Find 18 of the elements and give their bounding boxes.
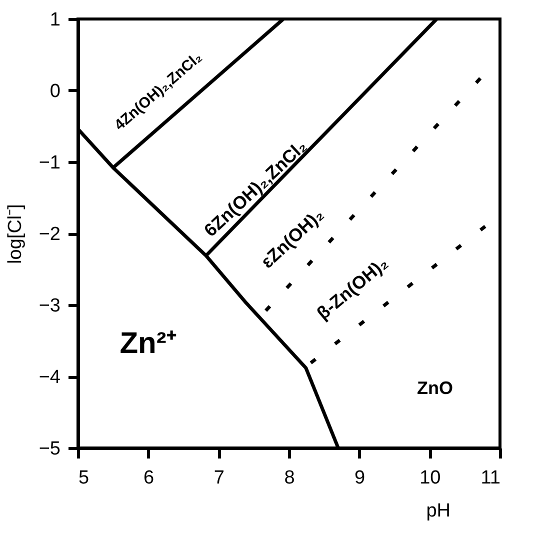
y-tick-label: −2 — [38, 224, 60, 245]
annotation: Zn²⁺ — [120, 327, 176, 360]
y-tick-label: 0 — [50, 81, 60, 102]
x-tick-label: 8 — [284, 468, 295, 488]
y-tick-label: 1 — [50, 10, 60, 30]
y-tick-label: −1 — [38, 152, 60, 174]
x-tick-label: 5 — [78, 468, 90, 488]
x-tick-label: 11 — [480, 468, 500, 488]
x-tick-label: 6 — [144, 468, 154, 488]
x-tick-label: 10 — [420, 468, 441, 488]
y-tick-label: −4 — [38, 367, 61, 388]
y-tick-label: −5 — [38, 438, 60, 460]
annotation: ZnO — [417, 378, 453, 398]
x-axis-title: pH — [426, 500, 450, 522]
x-tick-label: 9 — [354, 468, 366, 488]
x-tick-label: 7 — [214, 468, 224, 488]
y-tick-label: −3 — [38, 296, 60, 316]
y-axis-title: log[Cl⁻] — [4, 204, 26, 264]
